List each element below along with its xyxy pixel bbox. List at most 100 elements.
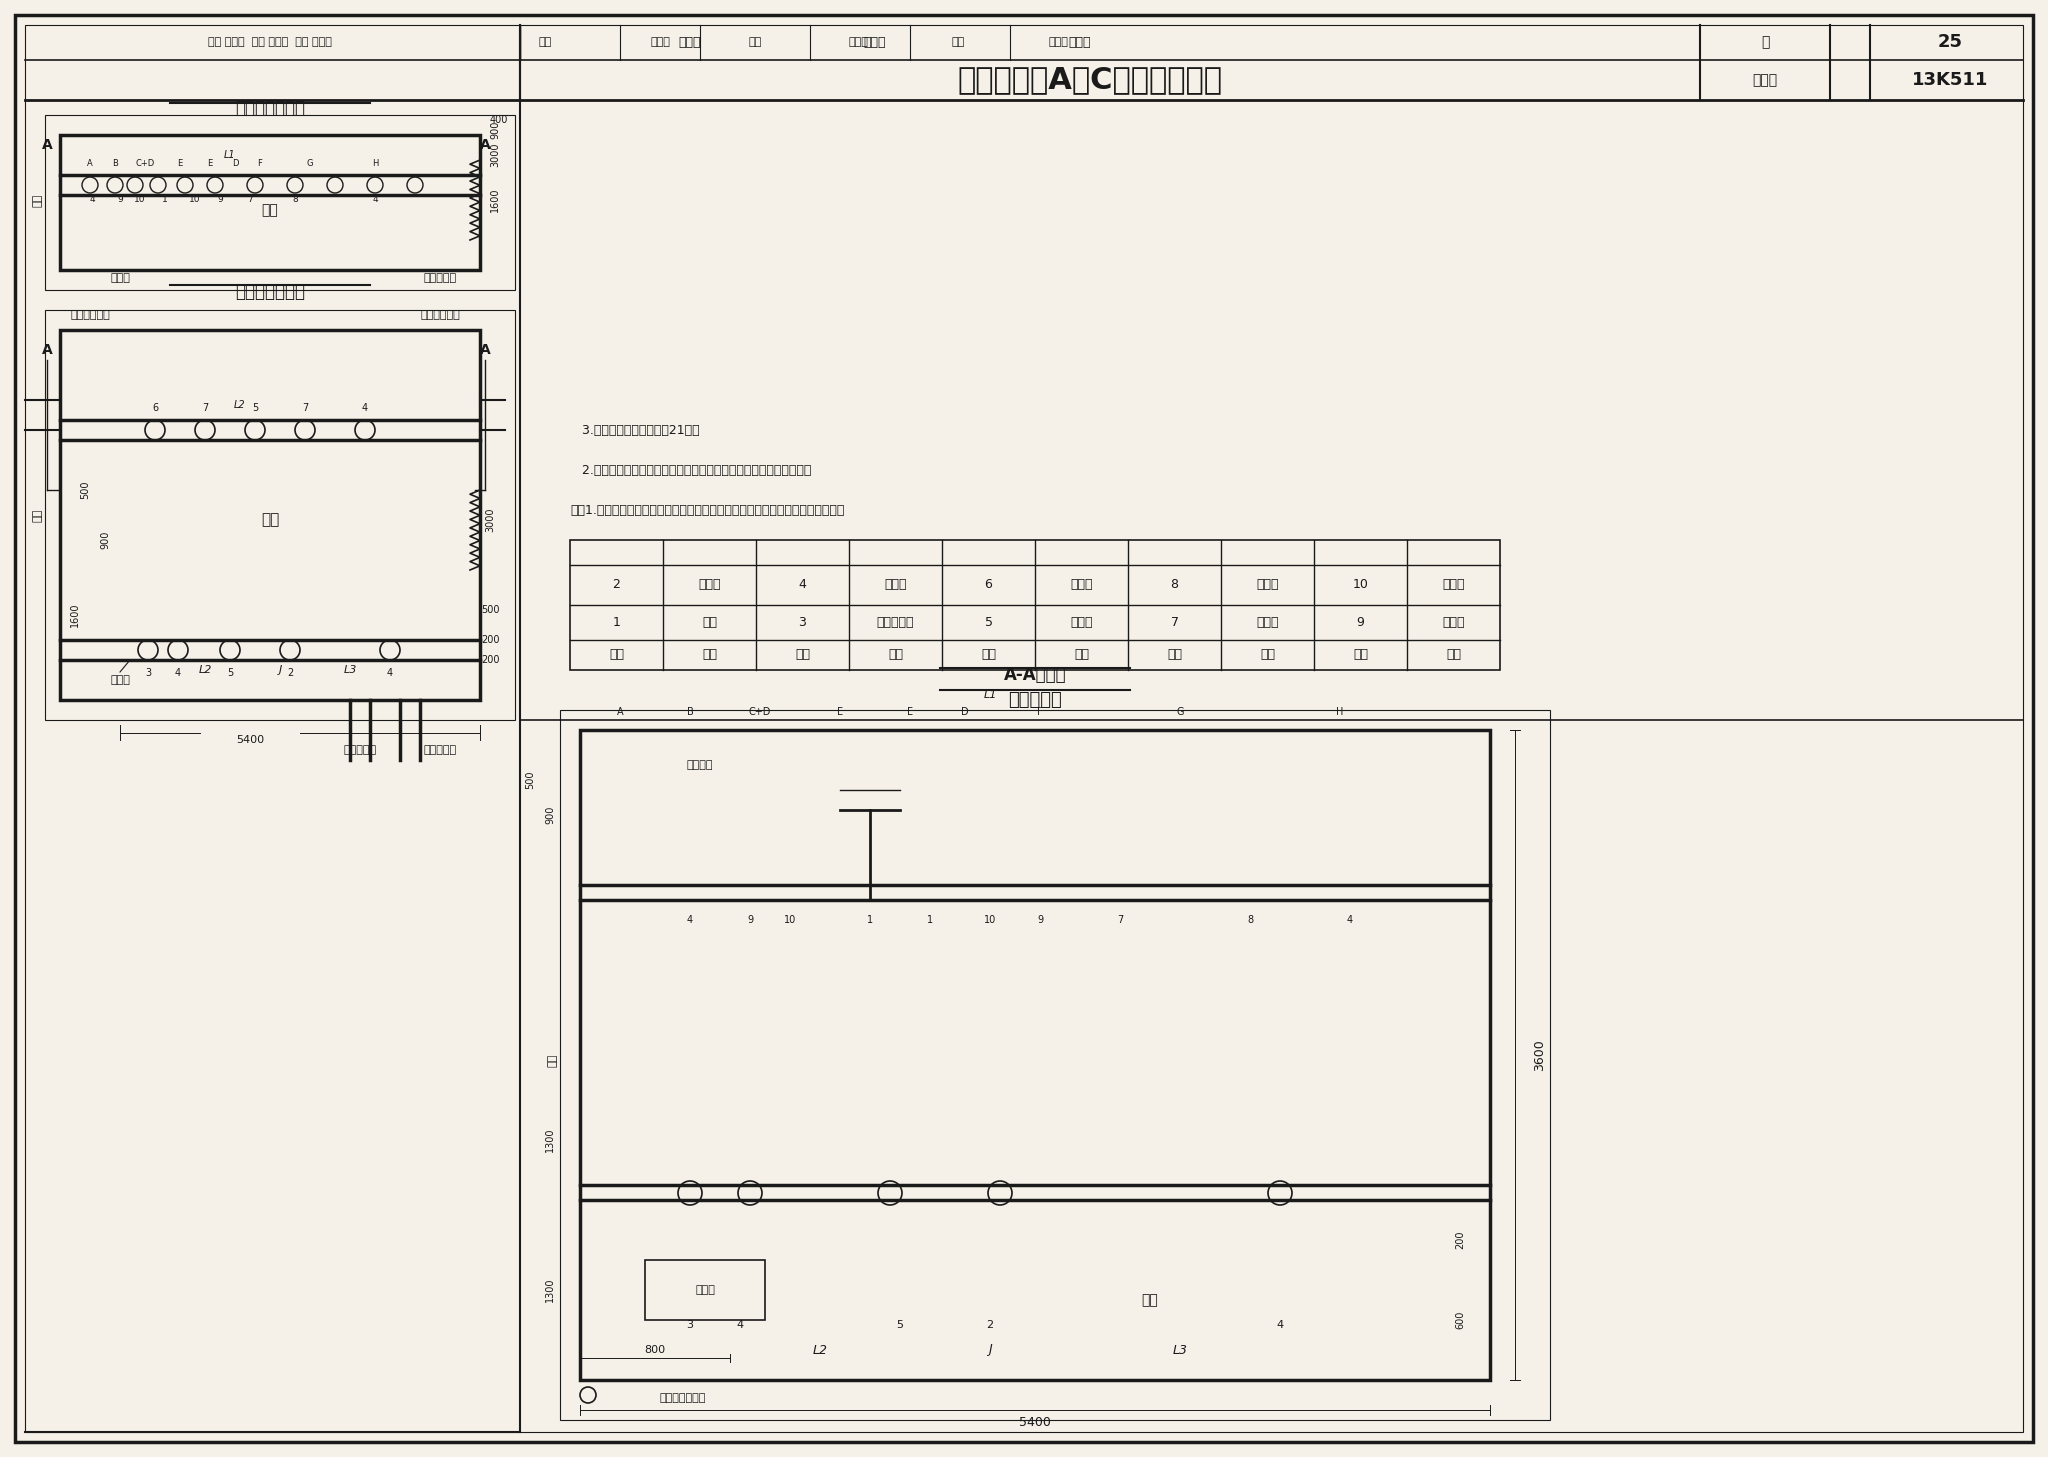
Text: C+D: C+D (135, 159, 156, 168)
Text: 名称对照表: 名称对照表 (1008, 691, 1061, 710)
Text: 3: 3 (145, 667, 152, 678)
Text: 止回阀: 止回阀 (1255, 578, 1278, 592)
Text: 多级泵系统A、C型机房安装图: 多级泵系统A、C型机房安装图 (958, 66, 1223, 95)
Text: A: A (88, 159, 92, 168)
Text: 2: 2 (287, 667, 293, 678)
Text: 蓬永刚: 蓬永刚 (848, 36, 868, 47)
Text: 25: 25 (1937, 34, 1962, 51)
Text: 9: 9 (1356, 615, 1364, 628)
Text: 500: 500 (80, 481, 90, 500)
Text: F: F (1036, 707, 1042, 717)
Text: 图集号: 图集号 (1753, 73, 1778, 87)
Text: 管网回水管: 管网回水管 (344, 745, 377, 755)
Text: 13K511: 13K511 (1913, 71, 1989, 89)
Text: 编号: 编号 (1354, 648, 1368, 661)
Text: 600: 600 (1454, 1311, 1464, 1329)
Text: 4: 4 (686, 915, 692, 925)
Text: 接至积水坑: 接至积水坑 (424, 272, 457, 283)
Bar (45, 115, 514, 290)
Text: 4: 4 (90, 195, 94, 204)
Text: 注：1.水泵弹性接头可用橡胶软接头也可用金属软管连接，具体做法以设计为准。: 注：1.水泵弹性接头可用橡胶软接头也可用金属软管连接，具体做法以设计为准。 (569, 504, 844, 516)
Text: 4: 4 (387, 667, 393, 678)
Text: 机房: 机房 (260, 513, 279, 527)
Text: 1: 1 (866, 915, 872, 925)
Text: 2: 2 (987, 1320, 993, 1330)
Text: 校对: 校对 (748, 36, 762, 47)
Text: E: E (178, 159, 182, 168)
Text: 3.安装尺寸详见本图集第21页。: 3.安装尺寸详见本图集第21页。 (569, 424, 700, 437)
Text: 5400: 5400 (236, 734, 264, 745)
Text: 8: 8 (293, 195, 297, 204)
Text: 截止阀: 截止阀 (885, 578, 907, 592)
Text: J: J (987, 1343, 991, 1356)
Text: 10: 10 (135, 195, 145, 204)
Text: 5400: 5400 (1020, 1416, 1051, 1429)
Text: 1300: 1300 (545, 1128, 555, 1152)
Text: 9: 9 (217, 195, 223, 204)
Text: D: D (961, 707, 969, 717)
Text: 接用户回水管: 接用户回水管 (70, 310, 111, 321)
Text: 温度计: 温度计 (1071, 578, 1094, 592)
Text: H: H (1335, 707, 1343, 717)
Text: 3: 3 (799, 615, 807, 628)
Text: 800: 800 (645, 1345, 666, 1355)
Text: 4: 4 (737, 1320, 743, 1330)
Text: 7: 7 (248, 195, 252, 204)
Text: E: E (838, 707, 844, 717)
Bar (580, 730, 1491, 1380)
Text: 1: 1 (612, 615, 621, 628)
Text: 900: 900 (489, 121, 500, 140)
Text: E: E (907, 707, 913, 717)
Text: 变径管: 变径管 (1442, 578, 1464, 592)
Text: 3600: 3600 (1534, 1039, 1546, 1071)
Text: 5: 5 (985, 615, 993, 628)
Bar (569, 541, 1499, 670)
Text: 过滤器: 过滤器 (1071, 615, 1094, 628)
Text: 设计: 设计 (952, 36, 965, 47)
Text: 隔振支架: 隔振支架 (686, 761, 713, 769)
Text: 10: 10 (784, 915, 797, 925)
Text: 5: 5 (897, 1320, 903, 1330)
Text: 控制柜: 控制柜 (111, 675, 129, 685)
Text: 温度传感器: 温度传感器 (877, 615, 913, 628)
Text: F: F (258, 159, 262, 168)
Bar (59, 329, 479, 699)
Text: 软接头: 软接头 (1442, 615, 1464, 628)
Text: 7: 7 (203, 404, 209, 412)
Text: 马振周: 马振周 (1069, 35, 1092, 48)
Text: 4: 4 (799, 578, 807, 592)
Text: 寇超美: 寇超美 (678, 35, 700, 48)
Text: 4: 4 (174, 667, 180, 678)
Text: 能量计: 能量计 (698, 578, 721, 592)
Text: 编号: 编号 (795, 648, 811, 661)
Text: 200: 200 (481, 635, 500, 645)
Text: 1600: 1600 (70, 603, 80, 628)
Text: 900: 900 (545, 806, 555, 825)
Text: L2: L2 (233, 401, 246, 409)
Text: 外墙: 外墙 (33, 194, 43, 207)
Text: 1: 1 (162, 195, 168, 204)
Text: 机房: 机房 (1141, 1292, 1159, 1307)
Text: 2.水泵与基础连接仅为示意，惰性块安装或隔振器减振以设计为准。: 2.水泵与基础连接仅为示意，惰性块安装或隔振器减振以设计为准。 (569, 463, 811, 476)
Text: A: A (41, 138, 53, 152)
Text: 名称: 名称 (1446, 648, 1460, 661)
Text: 200: 200 (481, 656, 500, 664)
Text: 4: 4 (1348, 915, 1354, 925)
Text: B: B (113, 159, 119, 168)
Text: 编号: 编号 (608, 648, 625, 661)
Text: 编号: 编号 (981, 648, 995, 661)
Text: 8: 8 (1171, 578, 1178, 592)
Text: 900: 900 (100, 530, 111, 549)
Text: L1: L1 (983, 691, 997, 699)
Text: L1: L1 (223, 150, 236, 160)
Text: 5: 5 (227, 667, 233, 678)
Text: 外墙: 外墙 (33, 508, 43, 522)
Text: 3: 3 (686, 1320, 694, 1330)
Text: 机房: 机房 (262, 203, 279, 217)
Text: 9: 9 (117, 195, 123, 204)
Text: 控制柜: 控制柜 (111, 272, 129, 283)
Bar (45, 310, 514, 720)
Text: 4: 4 (373, 195, 377, 204)
Text: 7: 7 (1171, 615, 1178, 628)
Text: 蓬永刚: 蓬永刚 (864, 35, 887, 48)
